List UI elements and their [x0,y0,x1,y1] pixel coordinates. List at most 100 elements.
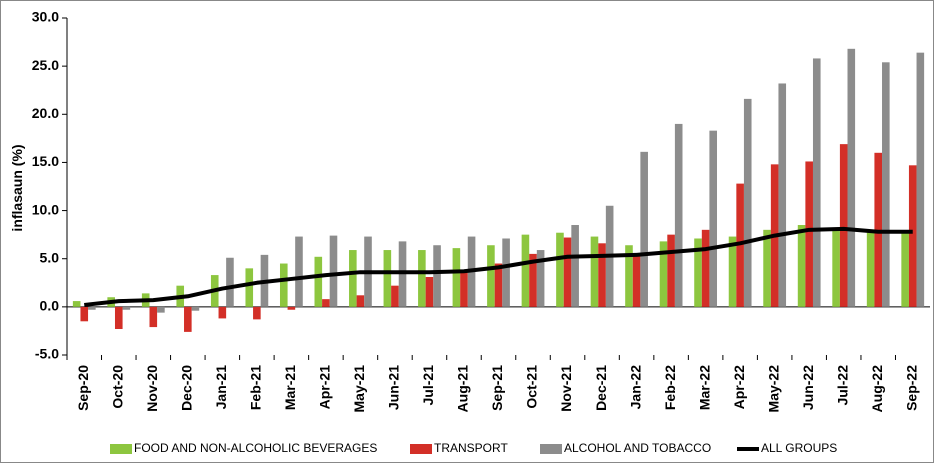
x-tick-label: Jan-22 [627,365,643,410]
bar [349,250,357,307]
y-axis-label: inflasaun (%) [9,144,25,231]
bar [433,245,441,307]
legend-label: ALCOHOL AND TOBACCO [564,441,711,455]
bar [287,306,296,310]
bar [226,257,234,307]
legend-swatch [110,444,132,454]
bar [295,236,303,307]
y-tick-label: 25.0 [32,57,59,73]
x-tick-label: Jun-22 [800,365,816,410]
bar [521,234,530,307]
bar [460,270,468,307]
x-tick-label: Aug-21 [455,365,471,413]
bar [832,227,840,307]
y-tick-label: 15.0 [32,153,59,169]
x-tick-label: Dec-21 [593,365,609,411]
bar [839,144,848,307]
bar [314,256,323,307]
bar [452,248,461,307]
y-tick-label: -5.0 [35,346,59,362]
bar [659,241,668,307]
x-tick-label: Jun-21 [386,365,402,410]
bar [418,250,426,307]
bar [625,245,633,307]
bar [245,268,254,307]
y-tick-label: 10.0 [32,201,59,217]
bar [356,295,365,307]
bar [598,243,606,307]
bar [253,306,261,320]
bar [536,250,545,307]
bar [322,299,330,307]
x-tick-label: Jan-21 [213,365,229,410]
legend-label: TRANSPORT [434,441,508,455]
bar [329,235,338,307]
y-tick-label: 5.0 [40,249,60,265]
y-tick-label: 0.0 [40,298,60,314]
bar [667,234,675,307]
x-tick-label: Jul-22 [834,365,850,406]
bar [728,236,737,307]
bar [88,306,96,310]
bar [694,238,702,307]
x-tick-label: Sep-20 [75,365,91,411]
x-tick-label: Aug-22 [869,365,885,413]
bar [743,98,752,307]
bar [563,237,572,307]
bar [805,161,813,307]
bar [916,52,925,307]
bar [425,277,434,307]
legend-label: ALL GROUPS [761,441,837,455]
bar [149,306,158,328]
x-tick-label: Sep-22 [903,365,919,411]
bar [590,236,599,307]
bar [571,225,579,307]
x-tick-label: Oct-20 [109,365,125,409]
bar [778,83,787,307]
bar [797,225,806,307]
bar [487,245,495,307]
bar [191,306,200,311]
bar [674,123,683,307]
bar [383,250,392,307]
bar [763,229,771,307]
legend-swatch [540,444,562,454]
x-tick-label: Oct-21 [524,365,540,409]
bar [218,306,227,319]
bar [847,48,856,307]
bar [184,306,192,332]
y-tick-label: 30.0 [32,9,59,25]
x-tick-label: Apr-21 [317,365,333,410]
x-tick-label: Feb-21 [248,365,264,410]
x-tick-label: Dec-20 [179,365,195,411]
bar [391,285,399,307]
bar [157,306,165,313]
bar [709,130,718,307]
x-tick-label: Nov-21 [558,365,574,412]
x-tick-label: May-21 [351,365,367,413]
bar [908,165,917,307]
bar [502,238,510,307]
y-tick-label: 20.0 [32,105,59,121]
bar [529,253,537,307]
x-tick-label: May-22 [765,365,781,413]
legend-swatch [410,444,432,454]
bar [72,301,81,307]
bar [701,229,710,307]
bar [114,306,123,330]
bar [556,232,564,307]
bar [901,231,909,307]
x-tick-label: Sep-21 [489,365,505,411]
bar [882,62,890,307]
x-tick-label: Apr-22 [731,365,747,410]
bar [866,231,875,307]
bar [632,255,641,307]
bar [279,263,288,307]
bar [812,58,821,307]
x-tick-label: Feb-22 [662,365,678,410]
bar [122,306,131,310]
bar [494,263,503,307]
bar [80,306,89,322]
legend-label: FOOD AND NON-ALCOHOLIC BEVERAGES [134,441,377,455]
